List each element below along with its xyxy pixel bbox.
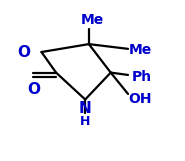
Text: Me: Me xyxy=(81,13,104,27)
Text: Me: Me xyxy=(128,43,152,57)
Text: O: O xyxy=(27,82,40,98)
Text: H: H xyxy=(80,115,90,128)
Text: N: N xyxy=(79,101,92,116)
Text: O: O xyxy=(17,45,30,60)
Text: Ph: Ph xyxy=(132,70,152,84)
Text: OH: OH xyxy=(128,92,152,106)
